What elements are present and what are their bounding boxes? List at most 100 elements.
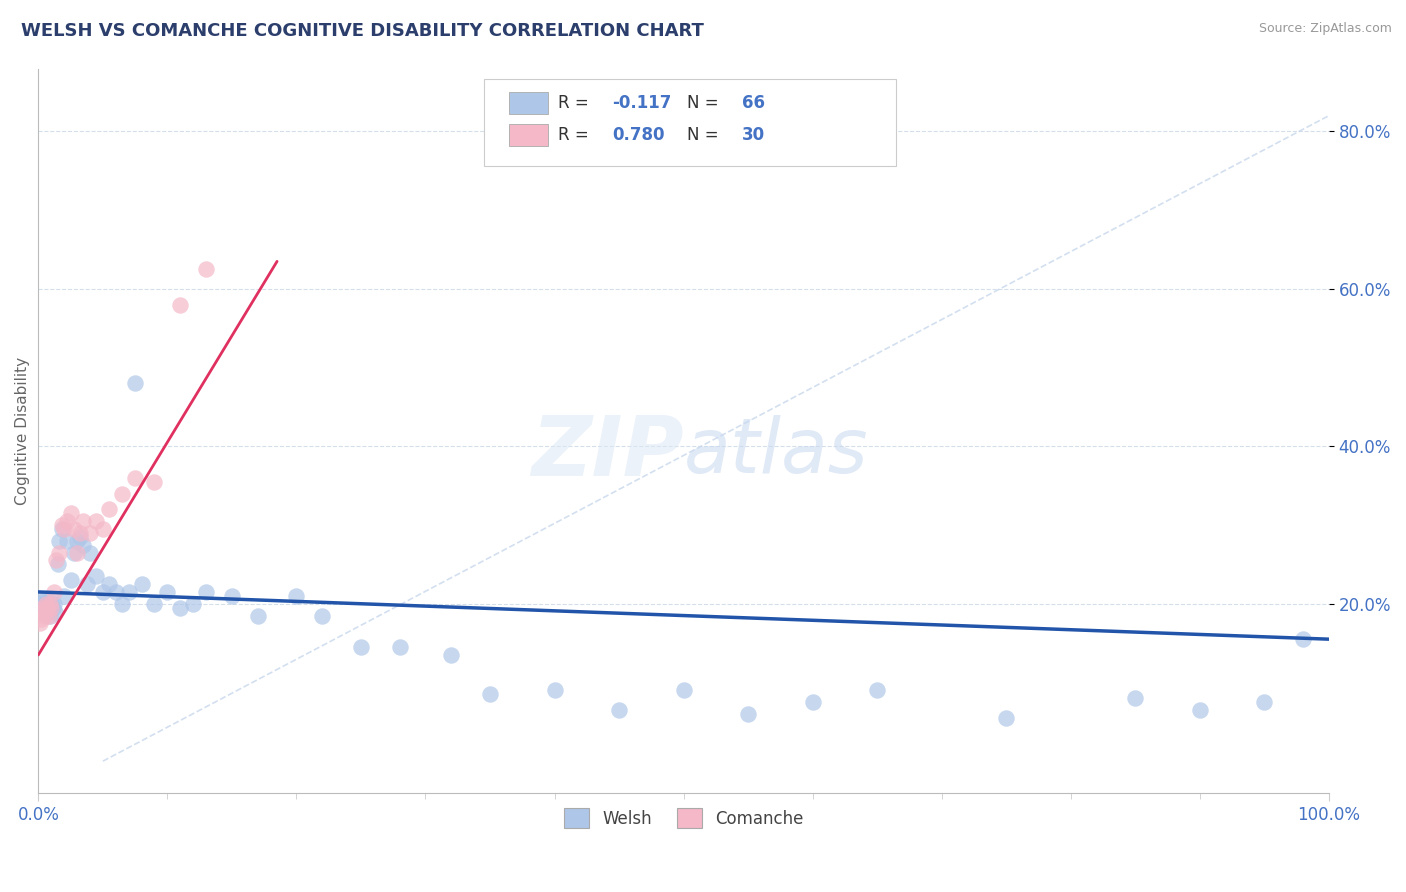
Point (285, 589, 308, 603)
Point (66, 545, 89, 559)
Text: N =: N = (688, 95, 724, 112)
Point (37, 605, 59, 619)
Point (63, 545, 86, 559)
Point (195, 262, 218, 277)
Point (55, 533, 77, 548)
Point (37, 600, 59, 615)
Text: N =: N = (688, 126, 724, 145)
FancyBboxPatch shape (509, 93, 548, 114)
Point (311, 608, 333, 623)
Point (39, 600, 62, 615)
Point (995, 711, 1018, 725)
Point (41, 600, 63, 615)
Text: atlas: atlas (683, 416, 868, 490)
Point (607, 703, 630, 717)
Point (169, 298, 191, 312)
Point (32, 600, 55, 615)
Point (143, 597, 166, 611)
Legend: Welsh, Comanche: Welsh, Comanche (557, 801, 810, 835)
Point (39, 597, 62, 611)
Point (45, 553, 67, 567)
Point (72, 538, 94, 552)
Point (76, 577, 98, 591)
Point (1188, 703, 1211, 717)
Point (31, 600, 53, 615)
Point (181, 597, 204, 611)
Point (86, 514, 108, 528)
Point (53, 589, 76, 603)
FancyBboxPatch shape (509, 124, 548, 146)
Point (34, 600, 56, 615)
Point (38, 600, 60, 615)
Point (69, 525, 91, 540)
Text: -0.117: -0.117 (613, 95, 672, 112)
Point (35, 597, 58, 611)
Text: R =: R = (558, 95, 595, 112)
Y-axis label: Cognitive Disability: Cognitive Disability (15, 357, 30, 505)
Point (59, 506, 82, 520)
Point (72, 514, 94, 528)
Point (478, 687, 501, 701)
Point (156, 585, 179, 599)
Point (1253, 695, 1275, 709)
Point (30, 612, 52, 626)
Point (46, 558, 69, 572)
Point (42, 585, 65, 599)
Point (79, 545, 101, 559)
Point (31, 592, 53, 607)
Point (38, 592, 60, 607)
Point (48, 545, 70, 559)
Text: 66: 66 (741, 95, 765, 112)
Point (48, 533, 70, 548)
Point (350, 640, 373, 654)
Point (111, 597, 134, 611)
Point (221, 589, 243, 603)
Point (169, 600, 191, 615)
Point (28, 616, 51, 631)
Point (801, 695, 824, 709)
Point (39, 600, 62, 615)
Point (1123, 691, 1146, 706)
Point (39, 600, 62, 615)
Point (39, 597, 62, 611)
Point (51, 522, 73, 536)
Point (111, 486, 134, 500)
Point (672, 683, 695, 698)
Point (440, 648, 463, 662)
Point (98, 577, 121, 591)
Point (246, 608, 269, 623)
Point (69, 530, 91, 544)
FancyBboxPatch shape (484, 79, 897, 166)
Point (91, 585, 114, 599)
Text: R =: R = (558, 126, 595, 145)
Text: WELSH VS COMANCHE COGNITIVE DISABILITY CORRELATION CHART: WELSH VS COMANCHE COGNITIVE DISABILITY C… (21, 22, 704, 40)
Point (195, 585, 218, 599)
Text: ZIP: ZIP (531, 412, 683, 492)
Point (32, 605, 55, 619)
Point (39, 608, 62, 623)
Point (30, 600, 52, 615)
Point (143, 475, 166, 489)
Point (737, 706, 759, 721)
Point (59, 573, 82, 587)
Point (38, 608, 60, 623)
Text: 0.780: 0.780 (613, 126, 665, 145)
Point (124, 376, 146, 391)
Text: Source: ZipAtlas.com: Source: ZipAtlas.com (1258, 22, 1392, 36)
Point (28, 600, 51, 615)
Point (55, 514, 77, 528)
Point (866, 683, 889, 698)
Point (35, 600, 58, 615)
Point (543, 683, 565, 698)
Point (98, 502, 121, 516)
Point (35, 597, 58, 611)
Point (79, 525, 101, 540)
Point (388, 640, 411, 654)
Point (53, 522, 76, 536)
Point (44, 605, 66, 619)
Point (131, 577, 153, 591)
Point (32, 597, 55, 611)
Point (86, 569, 108, 583)
Point (34, 592, 56, 607)
Point (34, 608, 56, 623)
